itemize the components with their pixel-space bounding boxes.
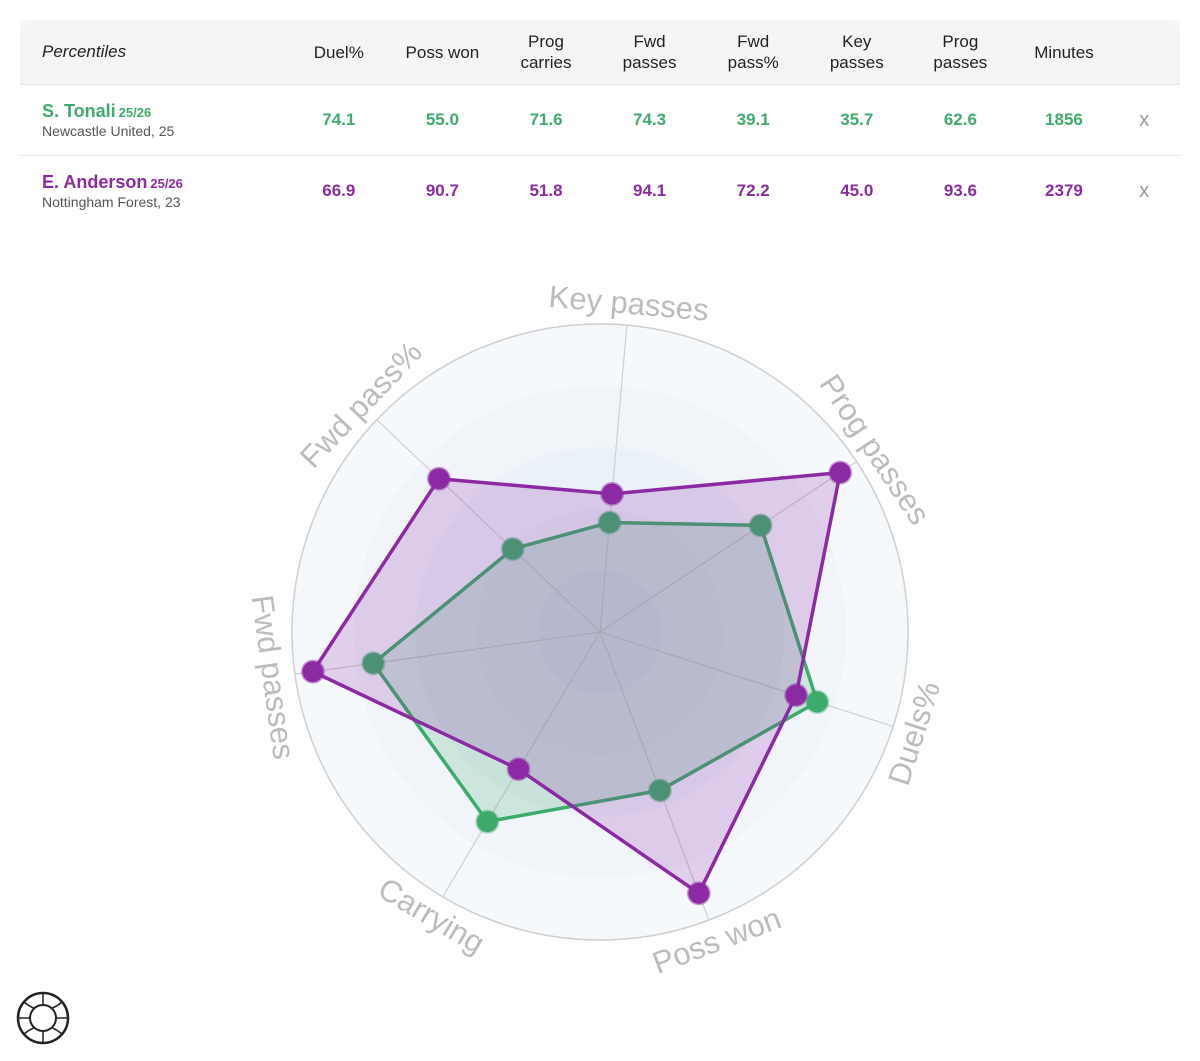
- player-team: Nottingham Forest, 23: [42, 194, 181, 210]
- value-fwd-pass-pct: 72.2: [736, 181, 770, 200]
- value-key-passes: 35.7: [840, 110, 874, 129]
- value-fwd-pass-pct: 39.1: [736, 110, 770, 129]
- value-prog-carries: 71.6: [529, 110, 563, 129]
- remove-player-button[interactable]: x: [1139, 108, 1150, 131]
- value-duel: 74.1: [322, 110, 356, 129]
- radar-point-s-tonali: [475, 809, 500, 834]
- column-header-fwd-pass-pct[interactable]: Fwd pass%: [727, 32, 779, 72]
- radar-point-s-tonali: [597, 510, 622, 535]
- radar-spoke: [599, 461, 857, 633]
- header-percentiles-label: Percentiles: [42, 42, 127, 61]
- column-header-duel[interactable]: Duel%: [313, 42, 364, 62]
- column-header-prog-passes[interactable]: Prog passes: [933, 32, 988, 72]
- radar-point-e-anderson: [300, 659, 325, 684]
- value-duel: 66.9: [322, 181, 356, 200]
- player-name-cell: E. Anderson 25/26 Nottingham Forest, 23: [20, 172, 287, 210]
- value-minutes: 1856: [1045, 110, 1083, 129]
- value-poss-won: 90.7: [425, 181, 459, 200]
- player-row-anderson: E. Anderson 25/26 Nottingham Forest, 23 6…: [20, 156, 1180, 226]
- radar-point-e-anderson: [686, 881, 711, 906]
- radar-point-s-tonali: [500, 536, 525, 561]
- value-prog-carries: 51.8: [529, 181, 563, 200]
- radar-series-e-anderson: [311, 470, 842, 896]
- radar-point-e-anderson: [784, 683, 809, 708]
- radar-point-e-anderson: [828, 460, 853, 485]
- table-header: Percentiles Duel% Poss won Prog carries …: [20, 20, 1180, 85]
- radar-spoke: [599, 631, 710, 921]
- radar-point-s-tonali: [805, 689, 830, 714]
- value-poss-won: 55.0: [425, 110, 459, 129]
- value-fwd-passes: 94.1: [633, 181, 667, 200]
- column-header-minutes[interactable]: Minutes: [1034, 42, 1094, 62]
- radar-spoke: [376, 419, 601, 633]
- radar-point-s-tonali: [361, 651, 386, 676]
- radar-point-e-anderson: [600, 481, 625, 506]
- percentiles-table: Percentiles Duel% Poss won Prog carries …: [20, 20, 1180, 226]
- column-header-key-passes[interactable]: Key passes: [829, 32, 884, 72]
- radar-spoke: [599, 325, 628, 633]
- value-fwd-passes: 74.3: [633, 110, 667, 129]
- player-season: 25/26: [150, 176, 183, 191]
- value-minutes: 2379: [1045, 181, 1083, 200]
- player-name[interactable]: S. Tonali: [42, 101, 116, 121]
- player-name[interactable]: E. Anderson: [42, 172, 148, 192]
- value-key-passes: 45.0: [840, 181, 874, 200]
- radar-spoke: [294, 631, 601, 675]
- player-team: Newcastle United, 25: [42, 123, 175, 139]
- radar-point-s-tonali: [748, 513, 773, 538]
- column-header-prog-carries[interactable]: Prog carries: [520, 32, 572, 72]
- radar-point-e-anderson: [506, 757, 531, 782]
- column-header-poss-won[interactable]: Poss won: [405, 42, 480, 62]
- value-prog-passes: 62.6: [943, 110, 977, 129]
- radar-point-s-tonali: [647, 778, 672, 803]
- player-row-tonali: S. Tonali 25/26 Newcastle United, 25 74.1…: [20, 85, 1180, 156]
- radar-spoke: [599, 631, 894, 728]
- player-season: 25/26: [118, 105, 152, 120]
- radar-point-e-anderson: [426, 466, 451, 491]
- column-header-fwd-passes[interactable]: Fwd passes: [622, 32, 677, 72]
- radar-axis-label: Key passes: [547, 279, 710, 328]
- player-name-cell: S. Tonali 25/26 Newcastle United, 25: [20, 101, 287, 139]
- remove-player-button[interactable]: x: [1139, 179, 1150, 202]
- value-prog-passes: 93.6: [943, 181, 977, 200]
- mb-logo-icon: [16, 991, 70, 1045]
